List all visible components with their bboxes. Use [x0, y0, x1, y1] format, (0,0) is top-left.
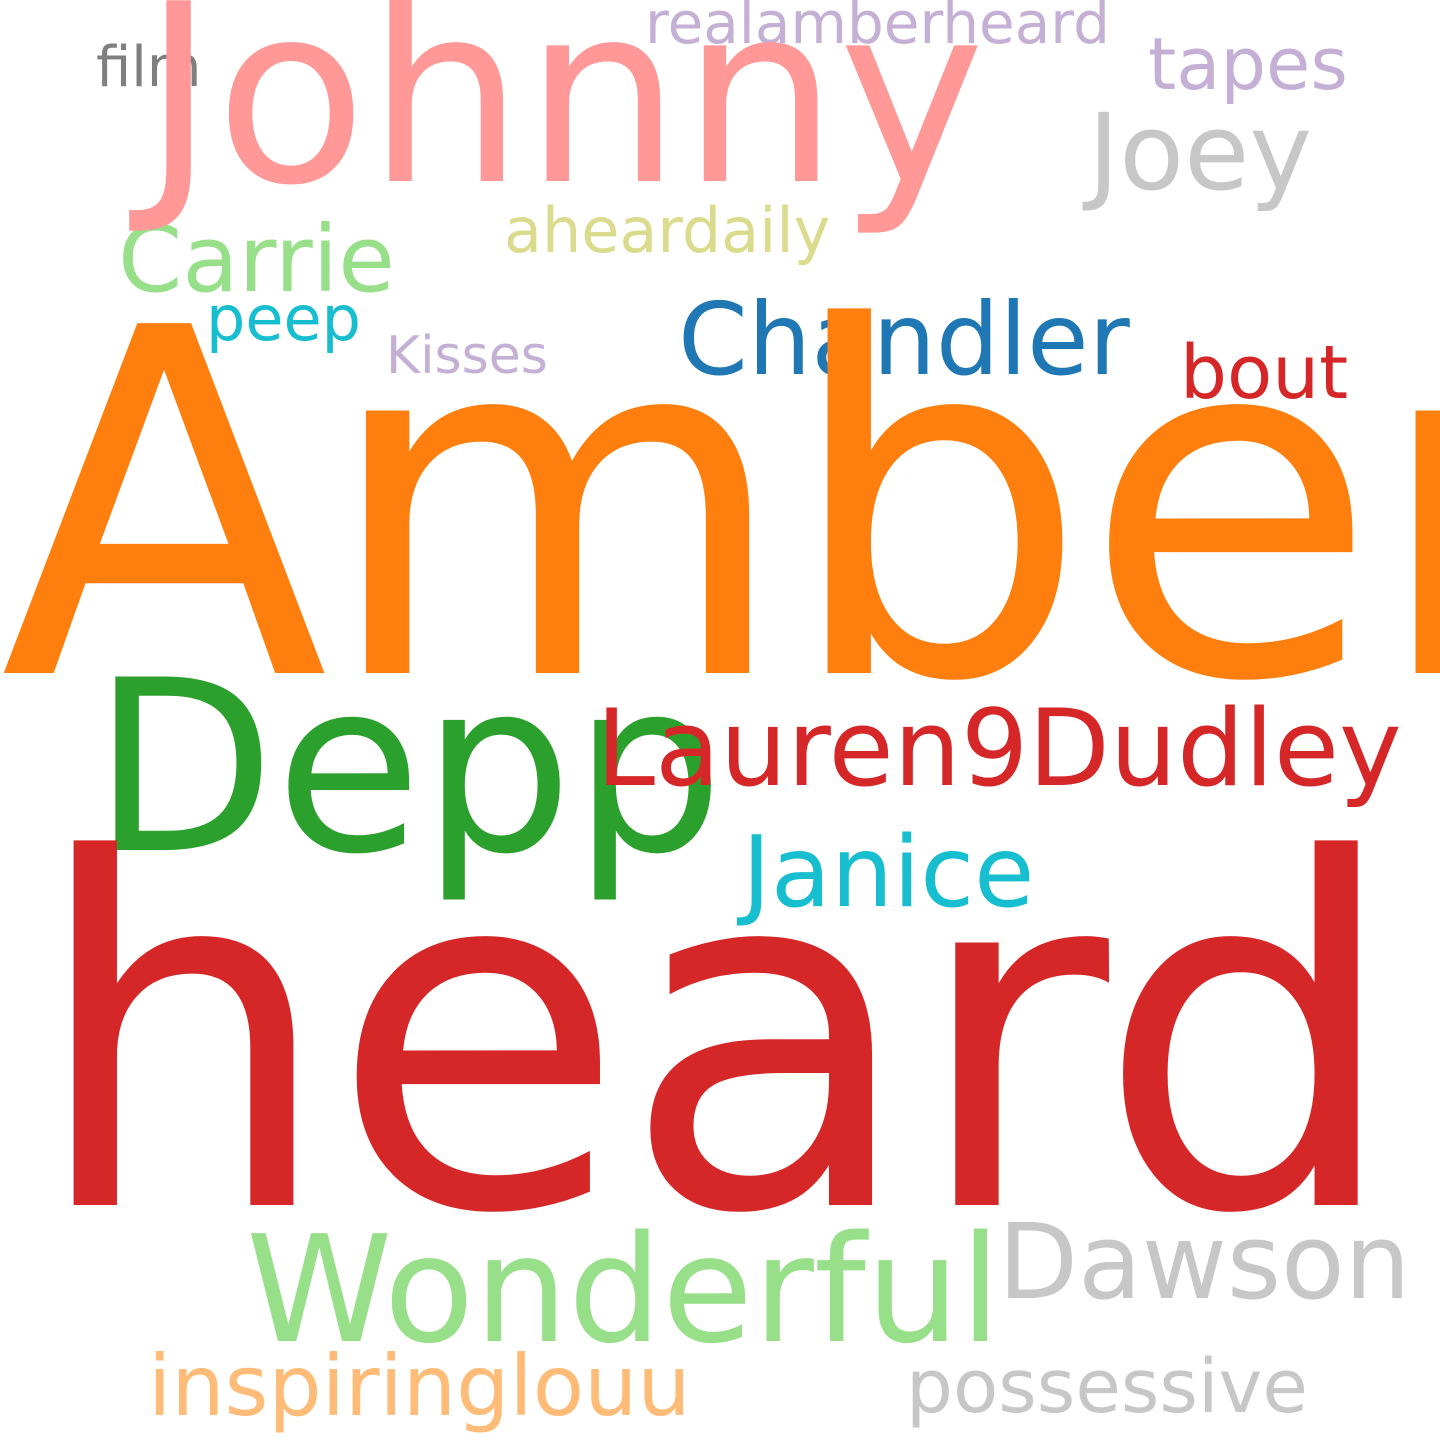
word-realamberheard: realamberheard	[645, 0, 1110, 57]
word-heard: heard	[30, 760, 1401, 1319]
word-bout: bout	[1180, 330, 1349, 416]
word-aheardaily: aheardaily	[504, 194, 831, 267]
word-possessive: possessive	[906, 1344, 1308, 1430]
word-depp: Depp	[92, 630, 724, 907]
word-dawson: Dawson	[998, 1201, 1411, 1323]
word-inspiringlouu: inspiringlouu	[148, 1337, 691, 1435]
word-film: film	[96, 35, 202, 100]
word-kisses: Kisses	[386, 326, 548, 386]
word-wonderful: Wonderful	[246, 1204, 1001, 1376]
word-amber: Amber	[0, 228, 1440, 787]
word-joey: Joey	[1088, 91, 1313, 214]
word-tapes: tapes	[1148, 22, 1348, 106]
word-janice: Janice	[742, 816, 1035, 930]
word-johnny: Johnny	[142, 0, 986, 240]
word-chandler: Chandler	[678, 281, 1130, 398]
word-carrie: Carrie	[118, 206, 395, 313]
word-peep: peep	[206, 282, 361, 355]
word-lauren9dudley: Lauren9Dudley	[596, 687, 1402, 810]
